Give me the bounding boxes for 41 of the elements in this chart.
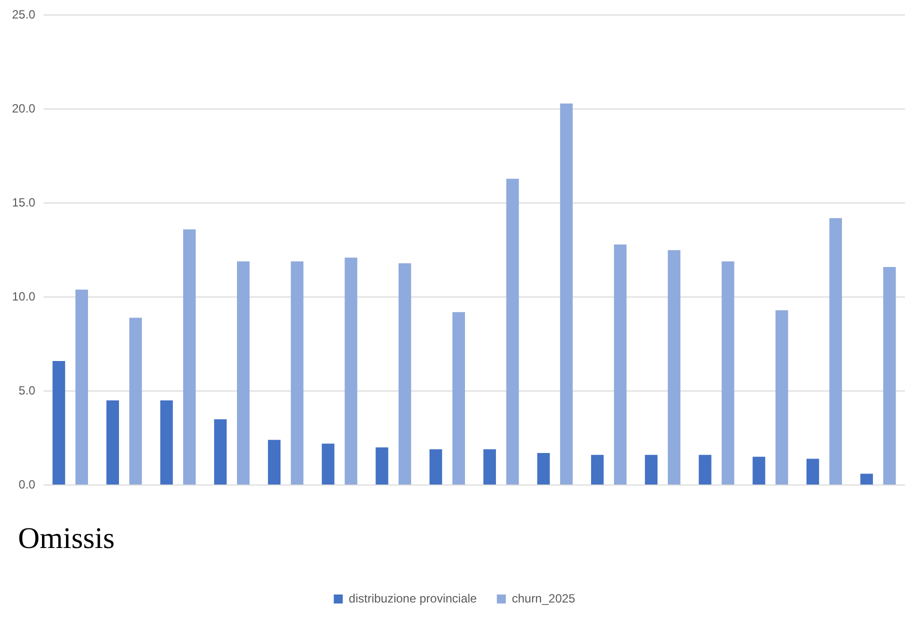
bar — [883, 267, 896, 484]
bar — [290, 261, 304, 484]
bar — [483, 449, 496, 484]
bar — [591, 454, 604, 484]
y-tick-label: 25.0 — [12, 8, 36, 22]
legend-label: distribuzione provinciale — [348, 591, 478, 606]
bar — [268, 440, 281, 484]
bar — [829, 218, 842, 484]
bar — [452, 312, 465, 484]
bar — [722, 261, 734, 484]
bar — [52, 360, 66, 484]
bar — [776, 310, 788, 484]
text: Omissis — [18, 522, 115, 555]
bar — [376, 447, 388, 484]
bar — [860, 474, 873, 484]
bar — [644, 454, 658, 484]
bar — [75, 290, 88, 484]
bar — [160, 400, 173, 484]
bar — [506, 178, 519, 484]
y-tick-label: 5.0 — [18, 383, 36, 398]
y-tick-label: 10.0 — [12, 289, 36, 304]
y-tick-label: 0.0 — [18, 477, 36, 492]
bar — [236, 261, 250, 484]
bar — [214, 419, 227, 484]
bar — [537, 453, 550, 484]
bar — [322, 444, 334, 484]
y-tick-label: 20.0 — [12, 101, 36, 116]
bar — [344, 258, 358, 484]
bar — [806, 458, 820, 484]
bar — [698, 454, 712, 484]
bar — [398, 263, 412, 484]
bar — [129, 318, 142, 484]
bar — [106, 400, 119, 484]
bar — [614, 244, 627, 484]
bar — [560, 104, 573, 484]
legend-label: churn_2025 — [512, 591, 576, 606]
bar — [752, 456, 766, 484]
y-tick-label: 15.0 — [12, 195, 36, 210]
bar — [430, 449, 442, 484]
bar — [183, 229, 196, 484]
bar — [668, 250, 680, 484]
